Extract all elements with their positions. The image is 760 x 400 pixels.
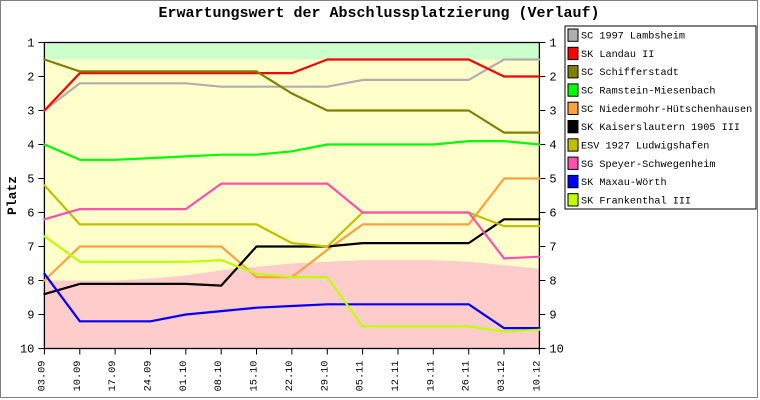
svg-text:15.10: 15.10 (249, 361, 261, 392)
svg-text:08.10: 08.10 (213, 361, 225, 392)
svg-text:03.09: 03.09 (36, 361, 48, 392)
svg-text:Platz: Platz (5, 176, 20, 215)
svg-text:SC 1997 Lambsheim: SC 1997 Lambsheim (581, 31, 685, 43)
svg-text:5: 5 (549, 173, 556, 187)
svg-text:1: 1 (549, 37, 556, 51)
svg-text:SK Maxau-Wörth: SK Maxau-Wörth (581, 177, 667, 189)
svg-text:3: 3 (27, 105, 34, 119)
svg-text:4: 4 (549, 139, 556, 153)
svg-text:24.09: 24.09 (143, 361, 155, 392)
svg-text:01.10: 01.10 (178, 361, 190, 392)
svg-text:SK Landau II: SK Landau II (581, 49, 654, 61)
svg-text:ESV 1927 Ludwigshafen: ESV 1927 Ludwigshafen (581, 141, 709, 153)
svg-text:7: 7 (27, 241, 34, 255)
svg-text:05.11: 05.11 (355, 361, 367, 392)
svg-text:19.11: 19.11 (425, 361, 437, 392)
svg-text:2: 2 (549, 71, 556, 85)
svg-text:26.11: 26.11 (461, 361, 473, 392)
svg-text:7: 7 (549, 241, 556, 255)
svg-text:10.12: 10.12 (531, 361, 543, 392)
svg-text:9: 9 (27, 309, 34, 323)
svg-text:22.10: 22.10 (284, 361, 296, 392)
svg-text:2: 2 (27, 71, 34, 85)
svg-text:10.09: 10.09 (72, 361, 84, 392)
svg-text:SC Niedermohr-Hütschenhausen: SC Niedermohr-Hütschenhausen (581, 104, 752, 116)
svg-text:SC Ramstein-Miesenbach: SC Ramstein-Miesenbach (581, 86, 716, 98)
svg-text:10: 10 (20, 343, 34, 357)
svg-text:29.10: 29.10 (319, 361, 331, 392)
svg-text:1: 1 (27, 37, 34, 51)
svg-text:SC Schifferstadt: SC Schifferstadt (581, 67, 679, 79)
svg-text:10: 10 (549, 343, 563, 357)
svg-text:6: 6 (549, 207, 556, 221)
svg-text:3: 3 (549, 105, 556, 119)
svg-text:17.09: 17.09 (107, 361, 119, 392)
svg-text:5: 5 (27, 173, 34, 187)
svg-text:03.12: 03.12 (496, 361, 508, 392)
svg-text:SK Kaiserslautern 1905 III: SK Kaiserslautern 1905 III (581, 122, 740, 134)
svg-text:8: 8 (27, 275, 34, 289)
svg-text:6: 6 (27, 207, 34, 221)
svg-text:4: 4 (27, 139, 34, 153)
svg-text:8: 8 (549, 275, 556, 289)
svg-text:9: 9 (549, 309, 556, 323)
svg-text:SG Speyer-Schwegenheim: SG Speyer-Schwegenheim (581, 159, 716, 171)
svg-text:SK Frankenthal III: SK Frankenthal III (581, 195, 691, 207)
svg-text:12.11: 12.11 (390, 361, 402, 392)
